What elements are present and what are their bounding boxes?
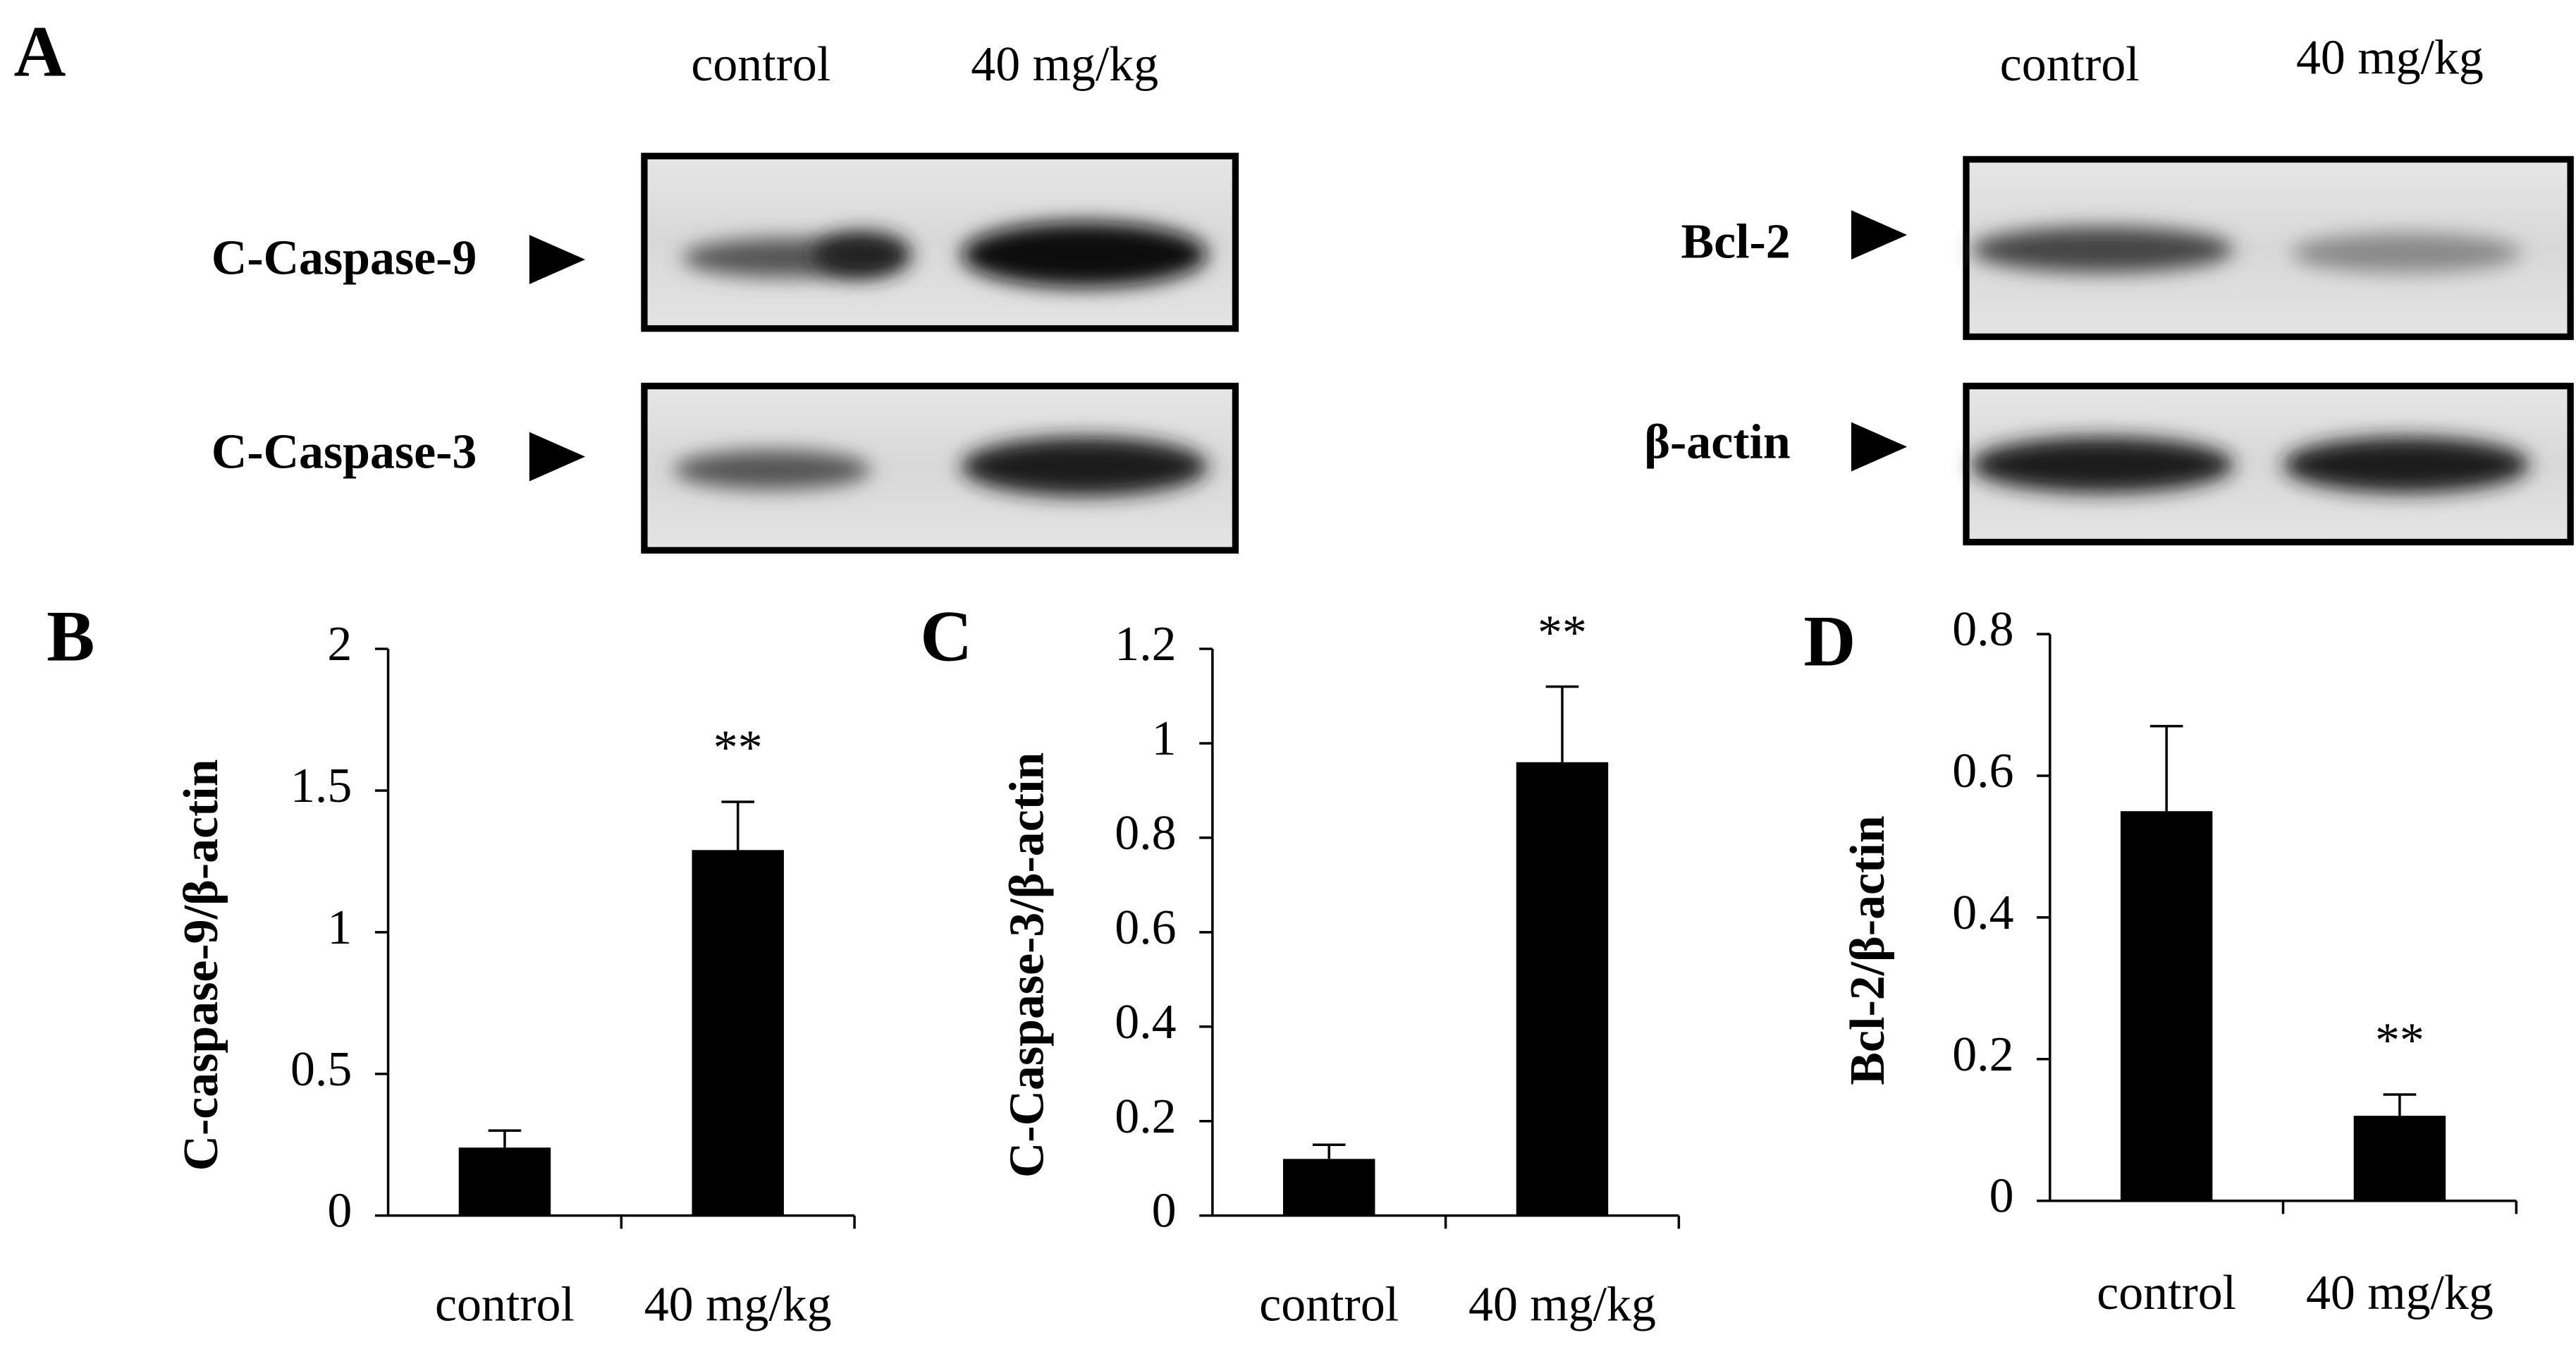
y-axis-label: C-Caspase-3/β-actin	[1000, 752, 1055, 1178]
panel-letter: D	[1803, 602, 1856, 682]
error-bar	[2149, 724, 2183, 812]
panel-letter: C	[920, 597, 972, 677]
row-label: C-Caspase-9	[211, 231, 477, 286]
error-bar	[488, 1129, 522, 1148]
y-tick-label: 0.6	[1952, 744, 2013, 798]
y-tick-label: 2	[327, 617, 352, 671]
y-tick-label: 1.5	[290, 759, 352, 813]
panel-letter: B	[47, 597, 94, 677]
y-tick-label: 1	[1152, 712, 1177, 766]
x-tick-label: 40 mg/kg	[2306, 1266, 2494, 1320]
significance-mark: **	[713, 721, 763, 775]
y-tick-label: 0.2	[1952, 1028, 2013, 1082]
row-label: C-Caspase-3	[211, 425, 477, 480]
x-tick-label: control	[2097, 1266, 2236, 1320]
blot	[1963, 382, 2574, 546]
column-label: control	[2000, 37, 2140, 92]
column-label: 40 mg/kg	[971, 37, 1158, 92]
y-tick-label: 0.5	[290, 1042, 352, 1097]
x-tick-label: control	[435, 1277, 575, 1331]
arrows	[529, 210, 1908, 482]
y-tick-label: 0	[1989, 1169, 2014, 1224]
y-tick-label: 0.8	[1115, 806, 1176, 860]
y-tick-label: 0.4	[1952, 886, 2013, 940]
bar	[2353, 1116, 2446, 1201]
y-axis-label: C-caspase-9/β-actin	[174, 759, 228, 1171]
column-label: control	[691, 37, 830, 92]
y-tick-label: 1	[327, 901, 352, 955]
bar	[1283, 1159, 1375, 1216]
y-tick-label: 0	[1152, 1184, 1177, 1238]
y-tick-label: 1.2	[1115, 617, 1176, 671]
panel-letter: A	[13, 12, 66, 92]
y-tick-label: 0.2	[1115, 1090, 1176, 1144]
bar	[1516, 762, 1609, 1216]
bar	[458, 1147, 551, 1216]
y-axis-label: Bcl-2/β-actin	[1841, 815, 1895, 1085]
blot	[641, 152, 1239, 332]
row-label: β-actin	[1644, 415, 1791, 470]
bar	[692, 850, 784, 1216]
y-tick-label: 0.4	[1115, 995, 1176, 1049]
x-tick-label: 40 mg/kg	[644, 1277, 832, 1331]
x-tick-label: control	[1259, 1277, 1399, 1331]
error-bar	[2383, 1093, 2417, 1116]
column-label: 40 mg/kg	[2296, 31, 2484, 85]
y-tick-label: 0.8	[1952, 602, 2013, 657]
blot	[641, 382, 1239, 554]
error-bar	[721, 800, 754, 851]
row-label: Bcl-2	[1681, 214, 1791, 269]
significance-mark: **	[2375, 1013, 2424, 1068]
y-tick-label: 0	[327, 1184, 352, 1238]
bar	[2120, 811, 2213, 1201]
x-tick-label: 40 mg/kg	[1468, 1277, 1656, 1331]
y-tick-label: 0.6	[1115, 901, 1176, 955]
significance-mark: **	[1538, 606, 1587, 660]
error-bar	[1545, 685, 1579, 762]
error-bar	[1312, 1143, 1346, 1159]
blot	[1963, 156, 2574, 341]
